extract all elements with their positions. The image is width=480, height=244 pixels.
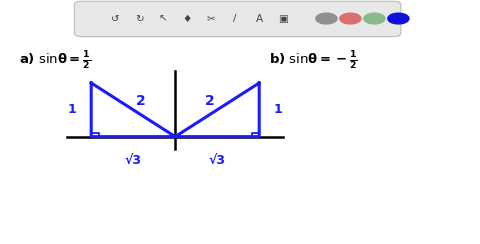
Text: ∕: ∕ [233, 14, 237, 23]
Text: 1: 1 [274, 103, 283, 116]
Circle shape [364, 13, 385, 24]
Text: √3: √3 [209, 154, 226, 168]
Text: ↺: ↺ [111, 14, 120, 23]
Text: ↖: ↖ [159, 14, 168, 23]
Text: $\bf{b)}\ \mathrm{sin}\theta = -\frac{1}{2}$: $\bf{b)}\ \mathrm{sin}\theta = -\frac{1}… [269, 50, 358, 72]
Circle shape [316, 13, 337, 24]
Circle shape [340, 13, 361, 24]
Text: ▣: ▣ [278, 14, 288, 23]
Text: $\bf{a)}\ \mathrm{sin}\theta = \frac{1}{2}$: $\bf{a)}\ \mathrm{sin}\theta = \frac{1}{… [19, 50, 91, 72]
Circle shape [388, 13, 409, 24]
FancyBboxPatch shape [74, 1, 401, 37]
Text: 1: 1 [68, 103, 76, 116]
Text: ↻: ↻ [135, 14, 144, 23]
Text: ♦: ♦ [182, 14, 192, 23]
Text: A: A [256, 14, 263, 23]
Text: √3: √3 [125, 154, 142, 168]
Text: 2: 2 [135, 94, 145, 108]
Text: ✂: ✂ [207, 14, 216, 23]
Text: 2: 2 [205, 94, 215, 108]
